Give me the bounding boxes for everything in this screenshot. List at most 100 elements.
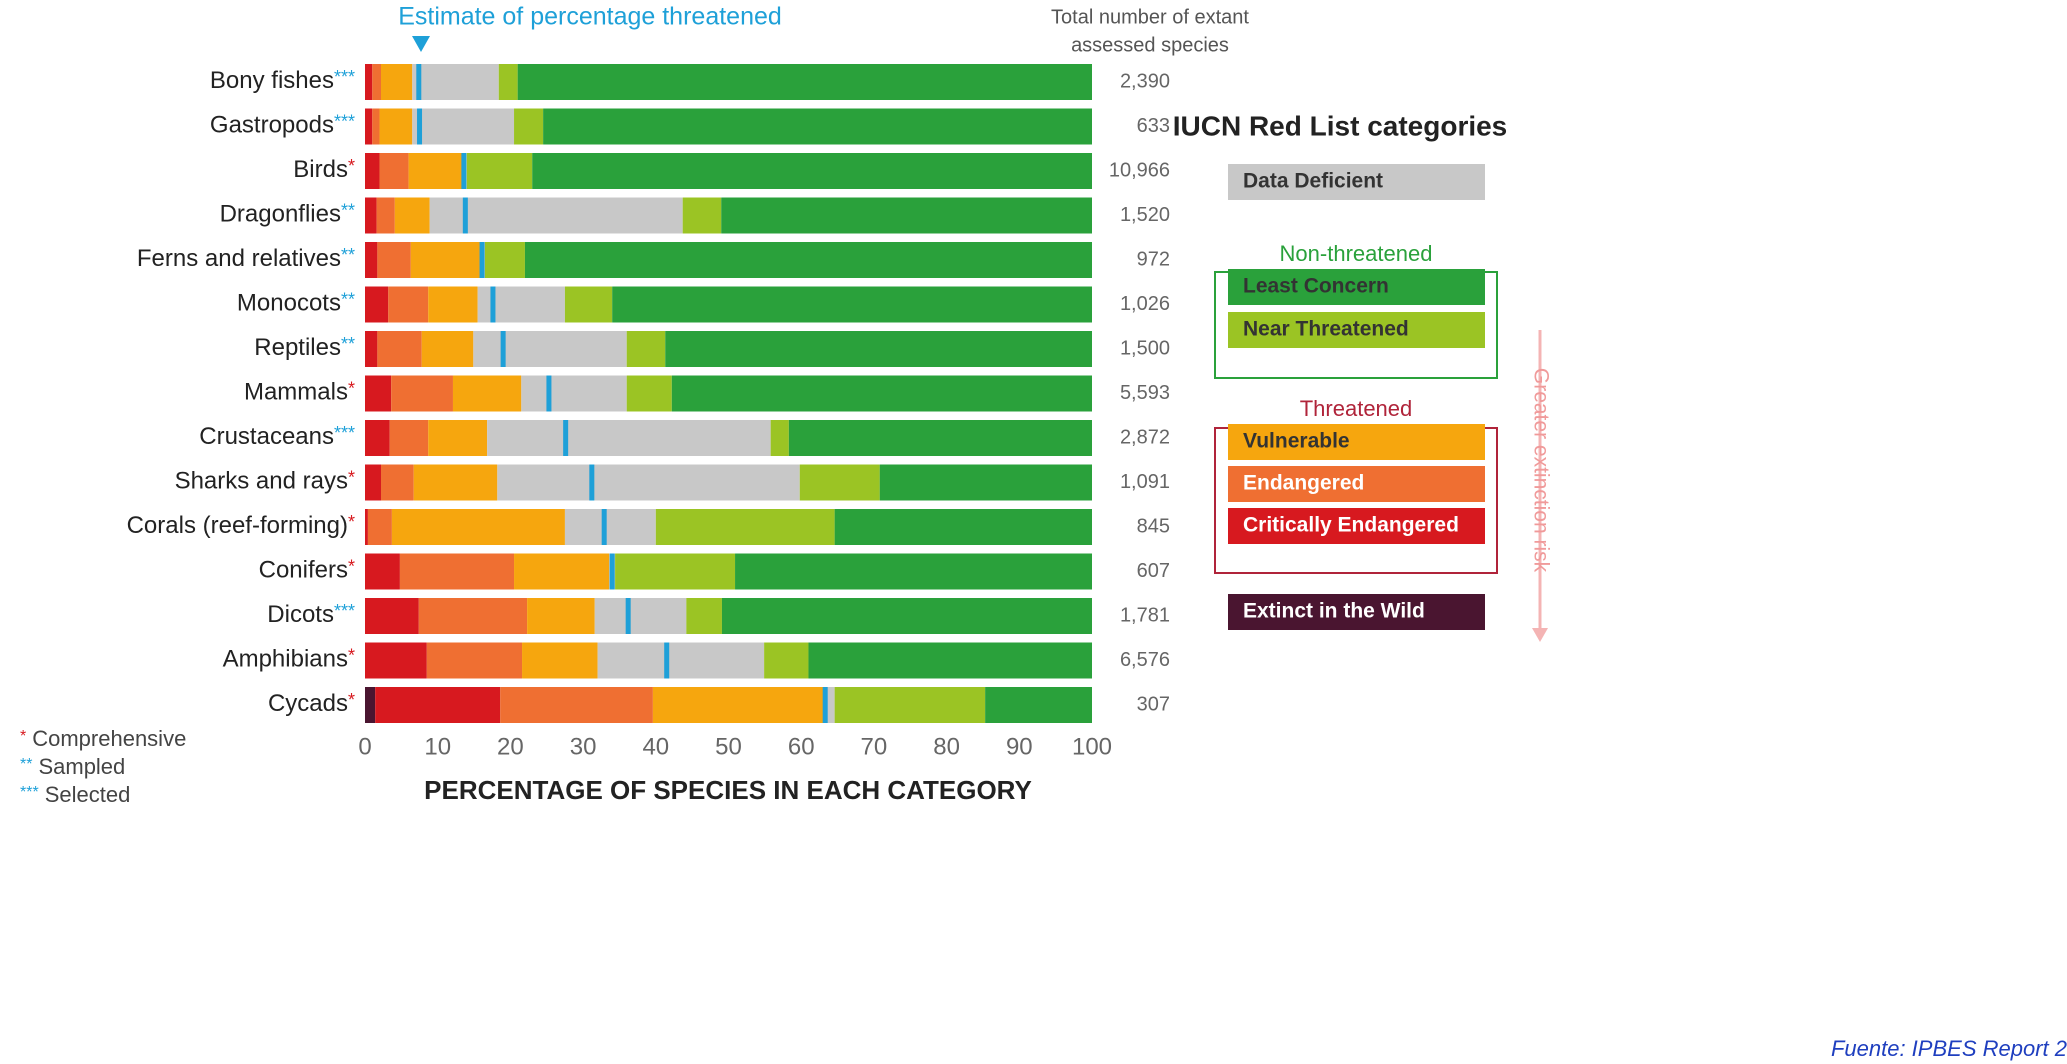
mark-legend: * Comprehensive xyxy=(20,726,186,751)
x-tick-label: 40 xyxy=(642,733,669,760)
total-label: 845 xyxy=(1137,515,1170,537)
legend-label: Critically Endangered xyxy=(1243,514,1459,537)
legend-swatch xyxy=(1228,269,1485,305)
bar-segment xyxy=(365,331,378,367)
category-name: Birds xyxy=(293,156,348,183)
bar-segment xyxy=(498,64,518,100)
bar-segment xyxy=(365,153,380,189)
bar-segment xyxy=(452,375,522,412)
totals-title: Total number of extant xyxy=(1051,6,1249,28)
total-label: 1,520 xyxy=(1120,204,1170,226)
bar-segment xyxy=(665,331,1092,367)
threatened-marker xyxy=(563,420,569,456)
bar-segment xyxy=(372,108,380,145)
mark-symbol: *** xyxy=(20,784,39,801)
bar-segment xyxy=(788,420,1092,456)
total-label: 1,500 xyxy=(1120,337,1170,359)
category-label: Cycads* xyxy=(268,690,355,718)
bar-segment xyxy=(365,598,419,634)
threatened-marker xyxy=(822,687,828,723)
threatened-marker xyxy=(416,64,422,100)
bar-segment xyxy=(365,64,373,100)
bar-segment xyxy=(671,375,1092,412)
category-name: Bony fishes xyxy=(210,67,334,94)
bar-segment xyxy=(377,331,422,367)
category-label: Corals (reef-forming)* xyxy=(127,512,355,540)
threatened-marker xyxy=(462,197,468,234)
totals-title: assessed species xyxy=(1071,34,1229,56)
bar-segment xyxy=(365,687,376,723)
category-mark: ** xyxy=(341,245,355,265)
total-label: 607 xyxy=(1137,560,1170,582)
threatened-marker xyxy=(546,375,552,412)
bar-segment xyxy=(365,286,389,323)
legend-swatch xyxy=(1228,312,1485,348)
category-name: Dicots xyxy=(267,601,334,628)
mark-label: Selected xyxy=(45,782,131,807)
bar-segment xyxy=(879,464,1092,501)
bar-segment xyxy=(365,375,392,412)
category-mark: * xyxy=(348,467,355,487)
category-mark: ** xyxy=(341,289,355,309)
bar-segment xyxy=(365,464,381,501)
marker-title: Estimate of percentage threatened xyxy=(398,3,782,31)
category-label: Mammals* xyxy=(244,378,355,406)
bar-segment xyxy=(365,108,373,145)
bar-segment xyxy=(497,464,800,501)
category-mark: * xyxy=(348,645,355,665)
bar-segment xyxy=(735,553,1092,590)
bar-segment xyxy=(682,197,722,234)
category-name: Conifers xyxy=(259,557,348,584)
total-label: 10,966 xyxy=(1109,159,1170,181)
legend-group-label: Threatened xyxy=(1300,396,1413,421)
bar-segment xyxy=(521,375,627,412)
bar-segment xyxy=(428,420,488,456)
x-tick-label: 80 xyxy=(933,733,960,760)
threatened-marker xyxy=(417,108,423,145)
risk-label: Greater extinction risk xyxy=(1529,368,1552,573)
bar-segment xyxy=(655,509,835,545)
bar-segment xyxy=(721,197,1092,234)
bar-segment xyxy=(626,375,672,412)
category-label: Conifers* xyxy=(259,556,355,584)
bar-segment xyxy=(380,464,414,501)
bar-segment xyxy=(484,242,525,278)
risk-arrow-head xyxy=(1532,628,1548,642)
bar-segment xyxy=(408,153,462,189)
category-mark: * xyxy=(348,556,355,576)
category-name: Reptiles xyxy=(254,334,341,361)
category-name: Gastropods xyxy=(210,112,334,139)
category-label: Dicots*** xyxy=(267,601,355,629)
bar-segment xyxy=(514,553,610,590)
x-axis-title: PERCENTAGE OF SPECIES IN EACH CATEGORY xyxy=(424,775,1032,805)
bar-segment xyxy=(527,598,595,634)
x-tick-label: 0 xyxy=(358,733,371,760)
threatened-marker xyxy=(625,598,631,634)
bar-segment xyxy=(365,197,377,234)
category-name: Ferns and relatives xyxy=(137,245,341,272)
bar-segment xyxy=(380,64,413,100)
bar-segment xyxy=(365,509,368,545)
bar-segment xyxy=(594,598,687,634)
total-label: 1,026 xyxy=(1120,293,1170,315)
bar-segment xyxy=(500,687,653,723)
legend-label: Vulnerable xyxy=(1243,430,1350,453)
category-label: Amphibians* xyxy=(223,645,355,673)
threatened-marker xyxy=(490,286,496,323)
bar-segment xyxy=(391,375,453,412)
bar-segment xyxy=(764,642,809,679)
bar-segment xyxy=(413,464,498,501)
bar-segment xyxy=(379,153,409,189)
bar-segment xyxy=(834,687,986,723)
mark-symbol: * xyxy=(20,728,26,745)
bar-segment xyxy=(365,642,427,679)
legend-label: Extinct in the Wild xyxy=(1243,600,1425,623)
source: Fuente: IPBES Report 2 xyxy=(1831,1036,2067,1061)
bar-segment xyxy=(391,509,565,545)
legend-swatch xyxy=(1228,594,1485,630)
category-mark: ** xyxy=(341,200,355,220)
bar-segment xyxy=(532,153,1092,189)
category-mark: * xyxy=(348,690,355,710)
